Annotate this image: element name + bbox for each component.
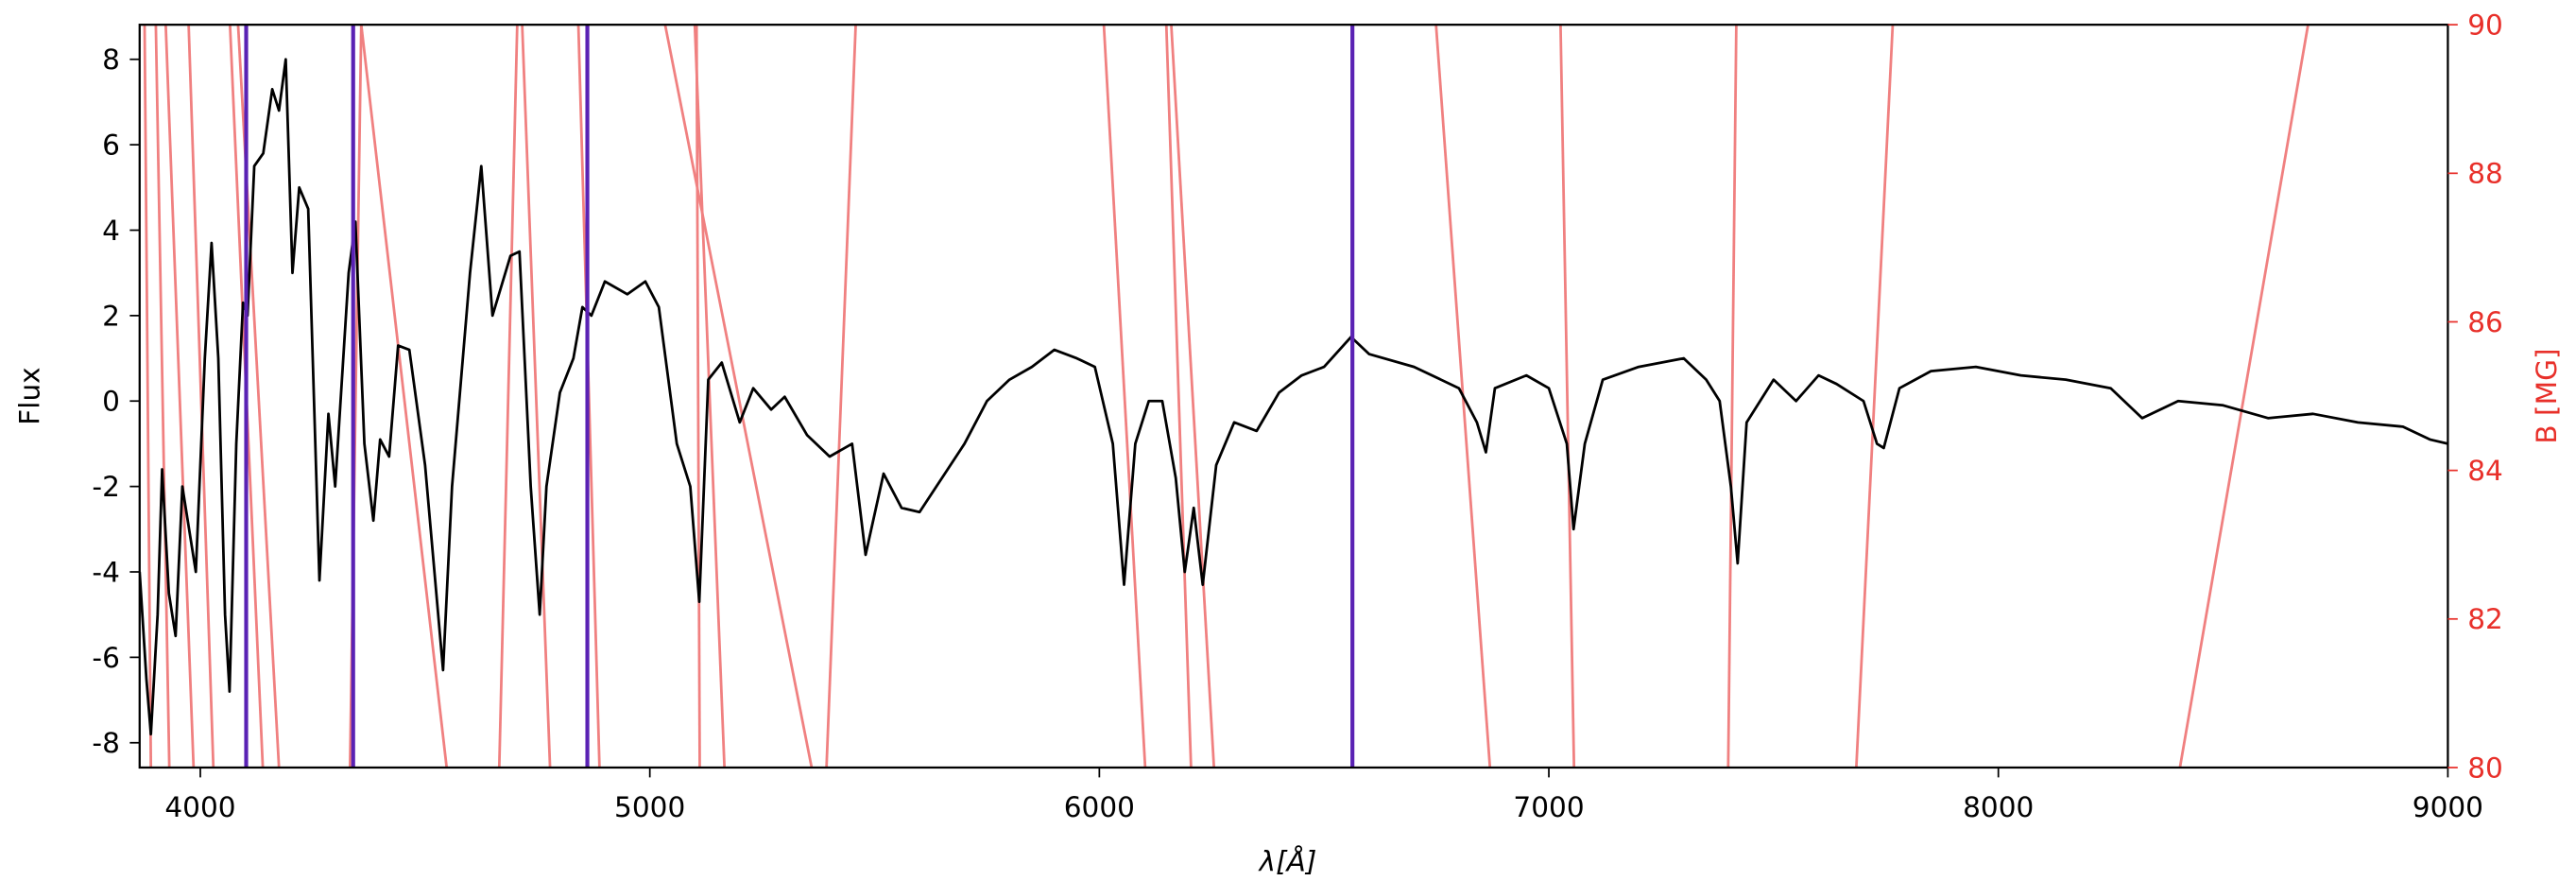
field-curve (695, 25, 701, 768)
field-curve (154, 25, 171, 768)
y2-tick-label: 84 (2467, 455, 2503, 487)
y-tick-label: 6 (102, 130, 120, 162)
y2-tick-label: 86 (2467, 306, 2503, 338)
x-axis-label: λ[Å] (1258, 844, 1317, 877)
field-curve (663, 25, 814, 768)
field-curve (1170, 25, 1216, 768)
y-tick-label: -4 (92, 556, 119, 588)
y-tick-label: 2 (102, 300, 120, 332)
x-tick-label: 9000 (2413, 791, 2483, 823)
y2-tick-label: 80 (2467, 751, 2503, 784)
field-curve (1855, 25, 1895, 768)
y-tick-label: 4 (102, 215, 120, 247)
y-tick-label: 0 (102, 386, 120, 418)
y-tick-label: -6 (92, 642, 119, 674)
field-curve (825, 25, 857, 768)
y2-tick-label: 82 (2467, 603, 2503, 635)
x-tick-label: 4000 (164, 791, 235, 823)
plot-area (139, 25, 2448, 768)
field-curve (359, 25, 449, 768)
x-tick-label: 8000 (1963, 791, 2034, 823)
x-tick-label: 7000 (1513, 791, 1584, 823)
y2-tick-label: 88 (2467, 158, 2503, 190)
field-curve (521, 25, 552, 768)
field-curve (143, 25, 153, 768)
field-curve (497, 25, 519, 768)
field-curve (2178, 25, 2310, 768)
y-tick-label: 8 (102, 43, 120, 76)
x-tick-label: 5000 (614, 791, 685, 823)
y-tick-label: -2 (92, 471, 119, 503)
spectrum-line (139, 58, 2448, 736)
x-tick-label: 6000 (1064, 791, 1135, 823)
y-tick-label: -8 (92, 727, 119, 759)
field-curve (163, 25, 196, 768)
y2-axis-label: B [MG] (2531, 349, 2563, 444)
field-curve (1164, 25, 1193, 768)
field-curve (1726, 25, 1738, 768)
y2-tick-label: 90 (2467, 9, 2503, 42)
field-curve (1102, 25, 1147, 768)
axes-frame (138, 24, 2449, 769)
y-axis-label: Flux (14, 367, 46, 424)
field-curve (187, 25, 215, 768)
field-curve (693, 25, 727, 768)
field-curve (1559, 25, 1576, 768)
